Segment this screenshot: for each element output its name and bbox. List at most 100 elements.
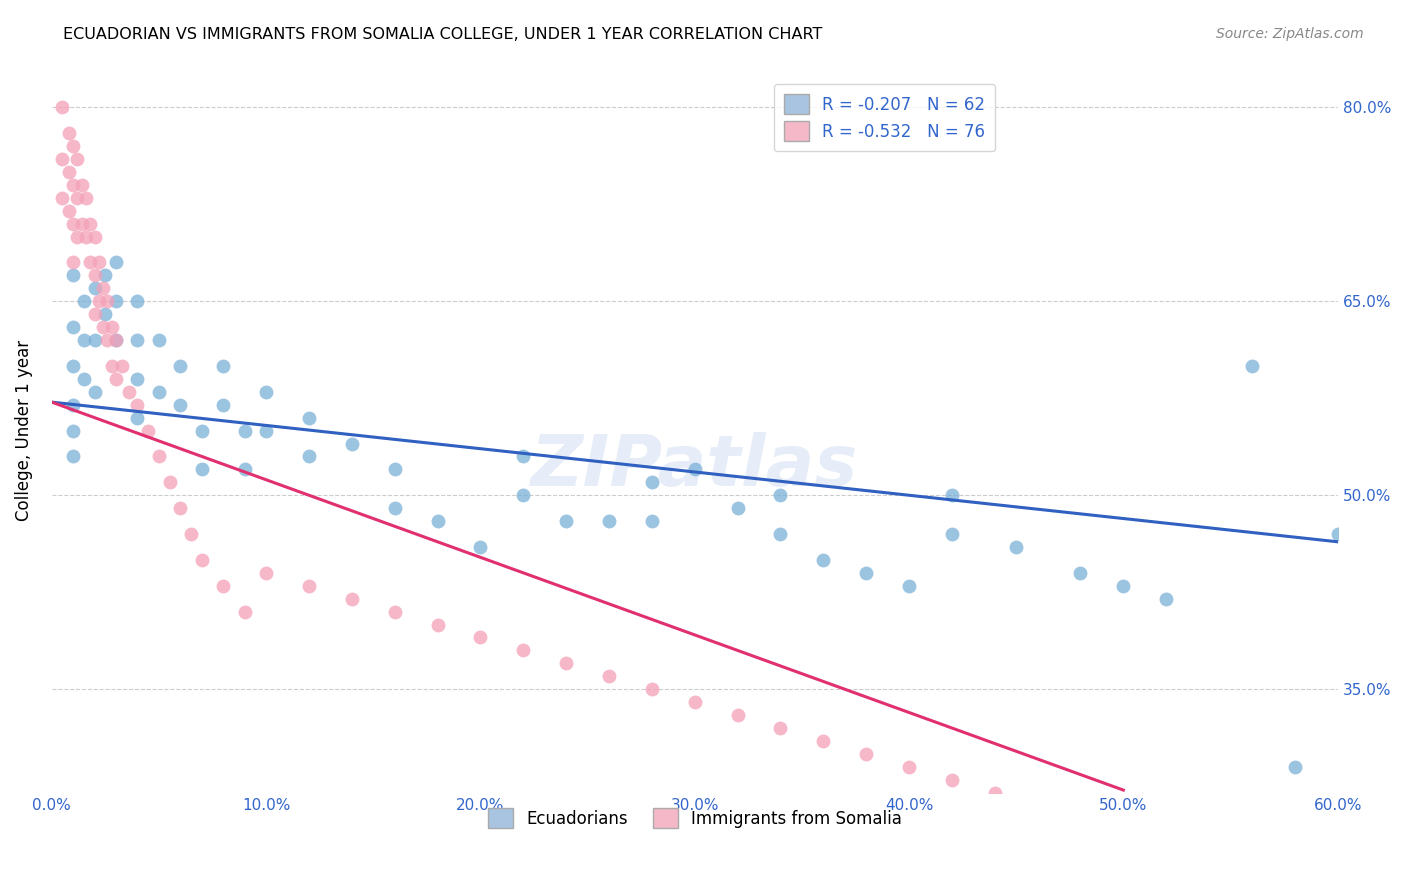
Point [683, 695, 706, 709]
Point [94, 268, 117, 283]
Point [83, 268, 105, 283]
Point [148, 333, 170, 347]
Point [180, 527, 202, 541]
Point [83, 281, 105, 295]
Point [941, 488, 963, 502]
Point [1005, 540, 1028, 554]
Point [75, 191, 97, 205]
Point [813, 553, 835, 567]
Point [1198, 850, 1220, 864]
Point [254, 566, 277, 580]
Point [100, 320, 122, 334]
Point [91, 320, 114, 334]
Point [66, 229, 89, 244]
Point [298, 579, 321, 593]
Point [58, 165, 80, 179]
Y-axis label: College, Under 1 year: College, Under 1 year [15, 340, 32, 521]
Point [169, 398, 191, 412]
Point [127, 333, 149, 347]
Point [1240, 863, 1263, 878]
Point [83, 384, 105, 399]
Point [191, 553, 214, 567]
Point [127, 294, 149, 309]
Point [384, 462, 406, 476]
Point [73, 294, 96, 309]
Point [855, 747, 877, 761]
Point [340, 436, 363, 450]
Point [426, 617, 449, 632]
Point [254, 384, 277, 399]
Point [105, 255, 128, 269]
Point [641, 475, 664, 490]
Point [1284, 876, 1306, 890]
Point [298, 410, 321, 425]
Text: ECUADORIAN VS IMMIGRANTS FROM SOMALIA COLLEGE, UNDER 1 YEAR CORRELATION CHART: ECUADORIAN VS IMMIGRANTS FROM SOMALIA CO… [63, 27, 823, 42]
Point [727, 708, 749, 723]
Point [340, 591, 363, 606]
Point [100, 359, 122, 373]
Point [62, 255, 84, 269]
Point [70, 178, 93, 192]
Point [1154, 838, 1177, 852]
Point [298, 450, 321, 464]
Point [58, 126, 80, 140]
Point [62, 450, 84, 464]
Point [111, 359, 134, 373]
Point [212, 359, 235, 373]
Point [212, 579, 235, 593]
Point [73, 372, 96, 386]
Point [233, 462, 256, 476]
Point [1112, 579, 1135, 593]
Point [148, 384, 170, 399]
Point [769, 488, 792, 502]
Point [87, 255, 110, 269]
Point [254, 424, 277, 438]
Point [91, 281, 114, 295]
Point [169, 501, 191, 516]
Point [1112, 824, 1135, 838]
Point [1026, 798, 1049, 813]
Point [62, 178, 84, 192]
Point [127, 372, 149, 386]
Point [62, 320, 84, 334]
Point [51, 152, 73, 166]
Point [118, 384, 141, 399]
Point [62, 424, 84, 438]
Point [1326, 527, 1348, 541]
Point [598, 669, 620, 683]
Point [105, 372, 128, 386]
Point [94, 307, 117, 321]
Point [512, 450, 534, 464]
Point [148, 450, 170, 464]
Point [51, 100, 73, 114]
Point [105, 333, 128, 347]
Legend: Ecuadorians, Immigrants from Somalia: Ecuadorians, Immigrants from Somalia [481, 801, 908, 835]
Point [127, 398, 149, 412]
Point [105, 333, 128, 347]
Point [384, 501, 406, 516]
Point [555, 657, 578, 671]
Point [233, 605, 256, 619]
Point [83, 333, 105, 347]
Point [941, 527, 963, 541]
Point [75, 229, 97, 244]
Point [105, 294, 128, 309]
Point [73, 333, 96, 347]
Point [66, 152, 89, 166]
Point [96, 294, 118, 309]
Point [641, 514, 664, 528]
Point [470, 540, 492, 554]
Point [87, 294, 110, 309]
Point [512, 643, 534, 657]
Text: ZIPatlas: ZIPatlas [531, 433, 859, 501]
Point [127, 410, 149, 425]
Point [62, 217, 84, 231]
Point [83, 229, 105, 244]
Point [470, 631, 492, 645]
Point [62, 268, 84, 283]
Point [83, 307, 105, 321]
Point [426, 514, 449, 528]
Point [169, 359, 191, 373]
Point [384, 605, 406, 619]
Point [1154, 591, 1177, 606]
